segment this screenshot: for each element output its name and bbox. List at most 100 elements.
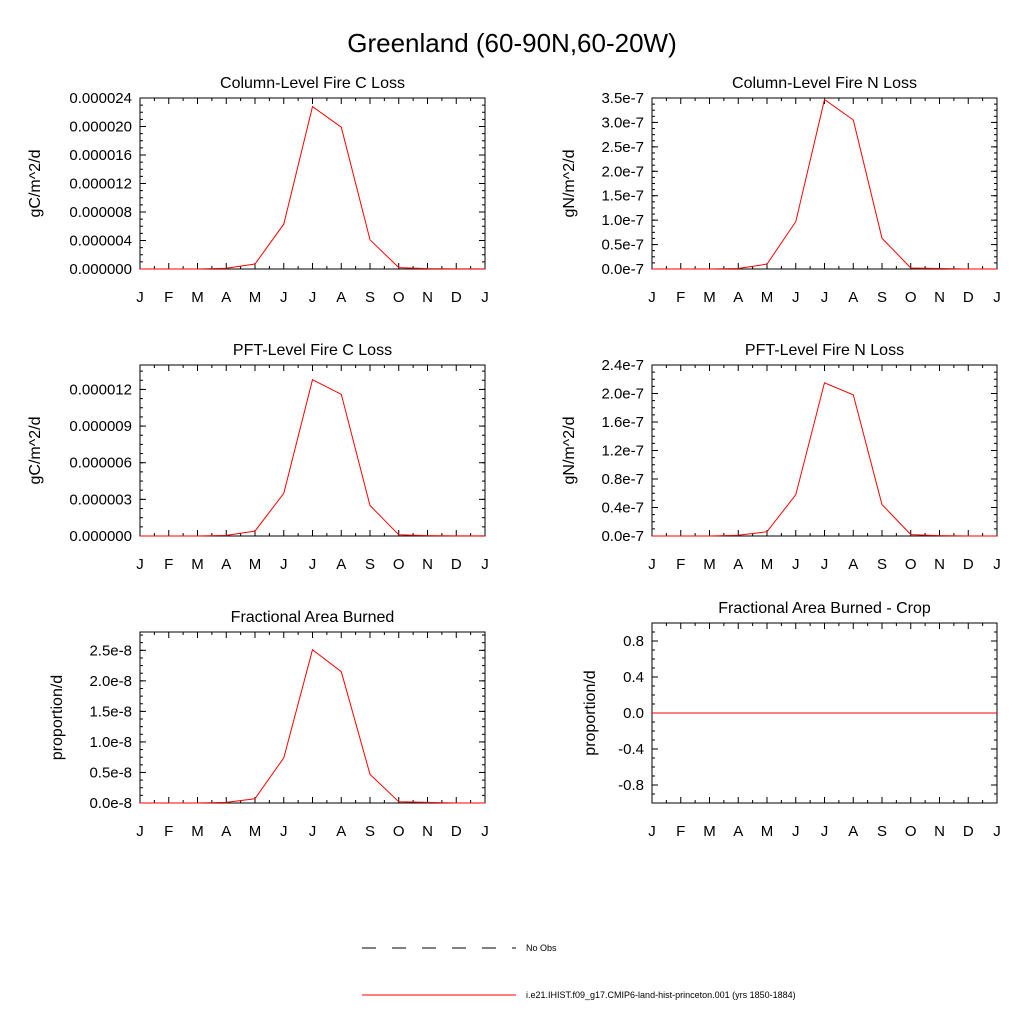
x-tick-label: A — [848, 556, 858, 573]
y-tick-label: 0.000006 — [69, 455, 132, 472]
x-tick-label: A — [848, 823, 858, 840]
x-tick-label: M — [249, 823, 262, 840]
series-line-1 — [652, 382, 997, 537]
x-tick-label: S — [365, 289, 375, 306]
x-tick-label: A — [336, 823, 346, 840]
x-tick-label: F — [164, 556, 173, 573]
y-tick-label: 2.5e-8 — [89, 642, 132, 659]
x-tick-label: D — [451, 556, 462, 573]
x-tick-label: J — [821, 289, 829, 306]
x-tick-label: J — [136, 823, 144, 840]
y-axis-label: gN/m^2/d — [561, 417, 578, 485]
x-tick-label: D — [451, 823, 462, 840]
y-tick-label: 3.0e-7 — [601, 114, 644, 131]
y-axis-label: gC/m^2/d — [27, 417, 44, 485]
y-tick-label: 2.0e-8 — [89, 673, 132, 690]
x-tick-label: O — [393, 823, 405, 840]
y-tick-label: 0.4e-7 — [601, 500, 644, 517]
x-tick-label: S — [877, 289, 887, 306]
plot-frame — [139, 631, 486, 804]
x-tick-label: J — [993, 289, 1001, 306]
y-tick-label: 3.5e-7 — [601, 90, 644, 107]
x-tick-label: M — [191, 289, 204, 306]
x-tick-label: J — [309, 823, 317, 840]
y-tick-label: 2.5e-7 — [601, 139, 644, 156]
y-tick-label: 0.0e-7 — [601, 528, 644, 545]
x-tick-label: J — [481, 556, 489, 573]
x-tick-label: S — [877, 823, 887, 840]
y-tick-label: 0.0e-8 — [89, 795, 132, 812]
y-tick-label: 0.000016 — [69, 147, 132, 164]
plot-frame — [651, 97, 998, 270]
x-tick-label: J — [792, 289, 800, 306]
panel-title: PFT-Level Fire N Loss — [745, 342, 904, 359]
x-tick-label: F — [164, 289, 173, 306]
x-tick-label: M — [761, 823, 774, 840]
x-tick-label: J — [481, 823, 489, 840]
x-tick-label: J — [648, 556, 656, 573]
x-tick-label: M — [191, 556, 204, 573]
y-tick-label: 1.5e-8 — [89, 703, 132, 720]
x-tick-label: J — [136, 289, 144, 306]
y-tick-label: 0.000000 — [69, 261, 132, 278]
x-tick-label: J — [648, 289, 656, 306]
x-tick-label: M — [703, 823, 716, 840]
x-tick-label: A — [733, 289, 743, 306]
x-tick-label: N — [422, 289, 433, 306]
x-tick-label: M — [249, 556, 262, 573]
x-tick-label: S — [365, 823, 375, 840]
x-tick-label: J — [993, 556, 1001, 573]
y-tick-label: -0.8 — [618, 777, 644, 794]
plot-frame — [139, 97, 486, 270]
y-tick-label: 2.0e-7 — [601, 386, 644, 403]
y-tick-label: 0.4 — [623, 669, 644, 686]
x-tick-label: M — [191, 823, 204, 840]
x-tick-label: M — [703, 289, 716, 306]
x-tick-label: F — [676, 289, 685, 306]
plot-frame — [139, 364, 486, 537]
x-tick-label: M — [703, 556, 716, 573]
legend: No Obs i.e21.IHIST.f09_g17.CMIP6-land-hi… — [362, 943, 796, 1000]
x-tick-label: M — [761, 289, 774, 306]
panel-title: Column-Level Fire N Loss — [732, 75, 917, 92]
x-tick-label: A — [221, 823, 231, 840]
figure-title: Greenland (60-90N,60-20W) — [347, 28, 677, 58]
y-axis-label: gN/m^2/d — [561, 150, 578, 218]
y-axis-label: proportion/d — [49, 675, 66, 760]
legend-model-label: i.e21.IHIST.f09_g17.CMIP6-land-hist-prin… — [526, 990, 796, 1000]
y-tick-label: 1.6e-7 — [601, 414, 644, 431]
x-tick-label: F — [164, 823, 173, 840]
x-tick-label: D — [963, 823, 974, 840]
x-tick-label: J — [280, 823, 288, 840]
series-line-1 — [140, 648, 485, 804]
y-tick-label: 0.8 — [623, 633, 644, 650]
x-tick-label: D — [451, 289, 462, 306]
panel-title: PFT-Level Fire C Loss — [233, 342, 392, 359]
x-tick-label: J — [792, 556, 800, 573]
series-line-1 — [140, 105, 485, 270]
y-tick-label: 2.0e-7 — [601, 163, 644, 180]
x-tick-label: S — [877, 556, 887, 573]
x-tick-label: J — [309, 556, 317, 573]
y-tick-label: 1.0e-7 — [601, 212, 644, 229]
x-tick-label: N — [934, 823, 945, 840]
x-tick-label: O — [905, 823, 917, 840]
y-tick-label: 0.0e-7 — [601, 261, 644, 278]
x-tick-label: D — [963, 289, 974, 306]
y-tick-label: 0.000004 — [69, 233, 132, 250]
y-tick-label: 2.4e-7 — [601, 357, 644, 374]
y-tick-label: 0.0 — [623, 705, 644, 722]
x-tick-label: N — [422, 556, 433, 573]
y-tick-label: 1.5e-7 — [601, 188, 644, 205]
y-tick-label: 0.5e-8 — [89, 764, 132, 781]
series-line-1 — [652, 98, 997, 270]
x-tick-label: J — [309, 289, 317, 306]
x-tick-label: A — [733, 556, 743, 573]
y-tick-label: 0.000000 — [69, 528, 132, 545]
y-tick-label: 0.000020 — [69, 119, 132, 136]
x-tick-label: A — [221, 556, 231, 573]
x-tick-label: J — [481, 289, 489, 306]
